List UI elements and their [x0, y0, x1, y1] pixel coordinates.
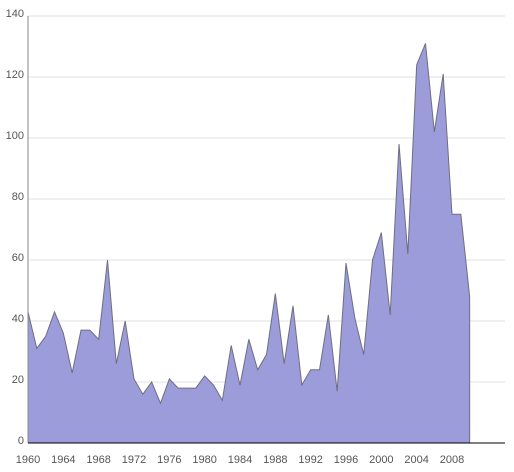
x-tick-label: 1960 [16, 454, 40, 466]
data-area [27, 43, 471, 443]
x-tick-label: 2008 [440, 454, 464, 466]
x-tick-label: 1988 [263, 454, 287, 466]
x-tick-label: 1996 [334, 454, 358, 466]
y-tick-label: 80 [12, 191, 24, 203]
x-axis-ticks: 1960 1964 1968 1972 1976 1980 1984 1988 1992 1996… [16, 454, 464, 466]
x-tick-label: 1976 [157, 454, 181, 466]
y-tick-label: 60 [12, 252, 24, 264]
x-tick-label: 1980 [192, 454, 216, 466]
x-tick-label: 1972 [122, 454, 146, 466]
x-tick-label: 2004 [404, 454, 428, 466]
area-outline [27, 43, 471, 443]
axes [27, 16, 505, 444]
area-fill [28, 43, 470, 443]
y-axis-ticks: 0 20 40 60 80 100 120 140 [6, 8, 24, 447]
x-tick-label: 1984 [228, 454, 252, 466]
x-tick-label: 2000 [369, 454, 393, 466]
x-tick-label: 1968 [86, 454, 110, 466]
y-tick-label: 0 [18, 435, 24, 447]
y-tick-label: 40 [12, 313, 24, 325]
y-tick-label: 100 [6, 130, 24, 142]
y-tick-label: 120 [6, 69, 24, 81]
x-tick-label: 1964 [51, 454, 75, 466]
x-tick-label: 1992 [298, 454, 322, 466]
y-tick-label: 140 [6, 8, 24, 20]
y-tick-label: 20 [12, 374, 24, 386]
